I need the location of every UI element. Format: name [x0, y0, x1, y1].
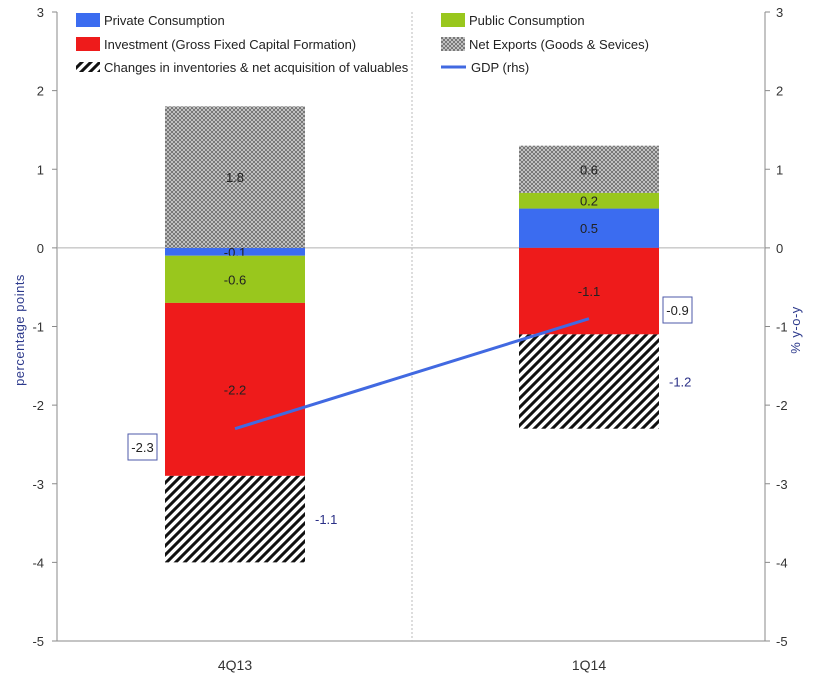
legend-label: Private Consumption [104, 13, 225, 28]
bar-value-label: -0.6 [224, 272, 246, 287]
legend-swatch-changes-in-inventories-net-acquisition-of-valuables [76, 62, 100, 72]
gdp-value-label: -2.3 [131, 440, 153, 455]
left-tick-label: 2 [37, 84, 44, 99]
bar-value-label: 0.5 [580, 221, 598, 236]
right-tick-label: 0 [776, 241, 783, 256]
bar-investment-gross-fixed-capital-formation [165, 302, 305, 476]
gdp-line [234, 317, 590, 431]
legend-label: GDP (rhs) [471, 60, 529, 75]
bar-value-label: 0.6 [580, 162, 598, 177]
legend-label: Net Exports (Goods & Sevices) [469, 37, 649, 52]
gdp-value-box [662, 296, 693, 324]
y2-axis-title: % y-o-y [788, 306, 803, 354]
legend-swatch-net-exports-goods-sevices [441, 37, 465, 51]
bar-value-label: 1.8 [226, 170, 244, 185]
category-label: 4Q13 [218, 657, 252, 673]
right-tick-label: -5 [776, 634, 788, 649]
left-tick-label: -3 [32, 477, 44, 492]
left-tick-label: 1 [37, 162, 44, 177]
legend-swatch-investment-gross-fixed-capital-formation [76, 37, 100, 51]
legend-swatch-private-consumption [76, 13, 100, 27]
left-tick-label: 0 [37, 241, 44, 256]
bars: -0.1-0.6-2.21.8-1.10.50.2-1.10.6-1.2 [165, 106, 691, 563]
bar-value-label: -1.1 [315, 512, 337, 527]
left-tick-label: 3 [37, 5, 44, 20]
bar-net-exports-goods-sevices [165, 106, 305, 248]
bar-value-label: 0.2 [580, 194, 598, 209]
y-axis-title: percentage points [12, 274, 27, 386]
left-tick-label: -2 [32, 398, 44, 413]
legend-label: Public Consumption [469, 13, 585, 28]
legend-label: Changes in inventories & net acquisition… [104, 60, 409, 75]
bar-private-consumption [519, 208, 659, 248]
category-label: 1Q14 [572, 657, 606, 673]
right-tick-label: 3 [776, 5, 783, 20]
bar-value-label: -2.2 [224, 382, 246, 397]
legend-label: Investment (Gross Fixed Capital Formatio… [104, 37, 356, 52]
bar-private-consumption [165, 247, 305, 256]
legend: Private Consumption Public Consumption Inv… [76, 13, 649, 75]
right-tick-label: -1 [776, 320, 788, 335]
right-tick-label: 2 [776, 84, 783, 99]
right-tick-label: 1 [776, 162, 783, 177]
right-tick-label: -4 [776, 555, 788, 570]
bar-public-consumption [519, 192, 659, 209]
bar-changes-in-inventories-net-acquisition-of-valuables [165, 475, 305, 563]
bar-value-label: -1.2 [669, 375, 691, 390]
right-tick-label: -2 [776, 398, 788, 413]
left-tick-label: -5 [32, 634, 44, 649]
bar-net-exports-goods-sevices [519, 145, 659, 193]
legend-swatch-public-consumption [441, 13, 465, 27]
gdp-value-box [127, 433, 158, 461]
bar-value-label: -1.1 [578, 284, 600, 299]
gdp-value-label: -0.9 [666, 303, 688, 318]
left-tick-label: -1 [32, 320, 44, 335]
bar-public-consumption [165, 255, 305, 303]
gdp-line-layer: -2.3 -0.9 [127, 296, 693, 461]
right-tick-label: -3 [776, 477, 788, 492]
axes: 3 3 2 2 1 1 0 0 -1 -1 -2 -2 -3 -3 -4 -4 -5 -5 4Q13 1Q14 [32, 5, 787, 673]
bar-changes-in-inventories-net-acquisition-of-valuables [519, 334, 659, 429]
left-tick-label: -4 [32, 555, 44, 570]
